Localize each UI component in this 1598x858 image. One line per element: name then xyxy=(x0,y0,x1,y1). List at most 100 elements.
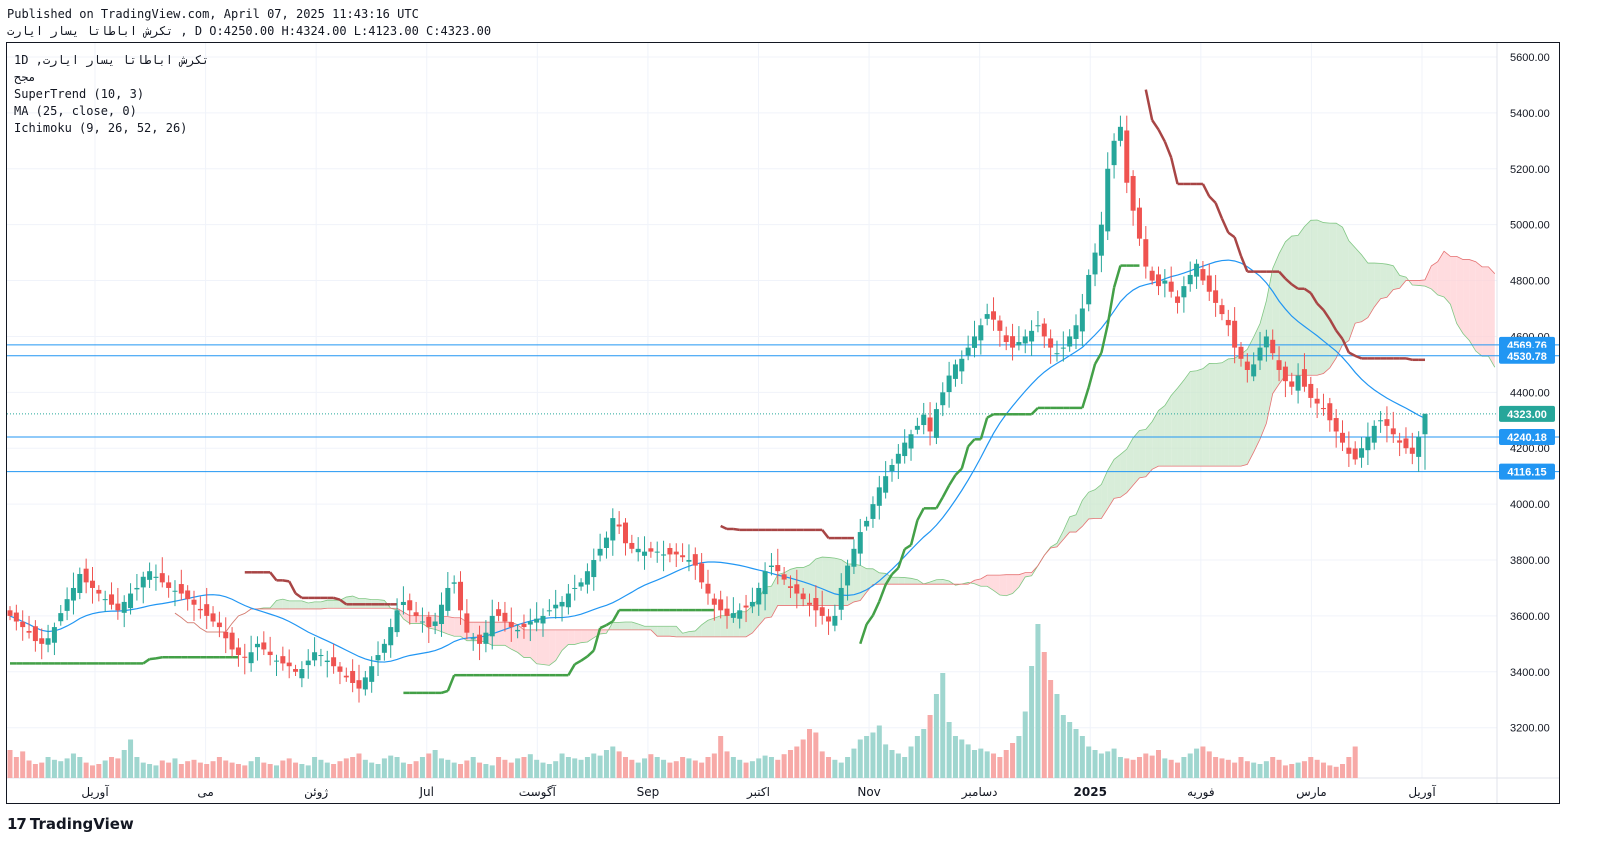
candle-body xyxy=(375,655,381,661)
supertrend-segment xyxy=(282,579,290,583)
candle-body xyxy=(388,627,394,646)
volume-bar xyxy=(121,750,127,778)
volume-bar xyxy=(1041,652,1047,778)
candle-body xyxy=(1238,346,1244,359)
volume-bar xyxy=(578,759,584,778)
candle-body xyxy=(870,504,876,519)
volume-bar xyxy=(597,755,603,778)
candle-body xyxy=(1213,290,1219,303)
supertrend-segment xyxy=(941,484,951,498)
candle-body xyxy=(1105,168,1111,232)
legend-supertrend[interactable]: SuperTrend (10, 3) xyxy=(14,87,145,101)
volume-bar xyxy=(1060,715,1066,778)
volume-bar xyxy=(787,750,793,778)
kumo-segment xyxy=(1285,236,1292,376)
volume-bar xyxy=(483,764,489,778)
candle-body xyxy=(299,669,305,679)
candle-body xyxy=(819,607,825,616)
candle-body xyxy=(331,657,337,667)
kumo-segment xyxy=(625,621,632,630)
volume-bar xyxy=(1181,757,1187,778)
supertrend-segment xyxy=(149,657,157,661)
candle-body xyxy=(591,560,597,578)
candle-body xyxy=(1340,432,1346,443)
volume-bar xyxy=(902,757,908,778)
candle-body xyxy=(470,638,476,640)
volume-bar xyxy=(978,748,984,778)
candle-body xyxy=(1098,224,1104,256)
y-tick-label: 5400.00 xyxy=(1510,108,1550,120)
candle-body xyxy=(661,554,667,556)
candle-body xyxy=(128,593,134,609)
volume-bar xyxy=(1352,746,1358,778)
kumo-segment xyxy=(644,626,651,630)
kumo-segment xyxy=(574,629,582,645)
kumo-segment xyxy=(320,600,328,609)
volume-bar xyxy=(432,750,438,778)
kumo-segment xyxy=(612,622,620,630)
supertrend-segment xyxy=(580,655,589,662)
kumo-segment xyxy=(1183,371,1191,467)
kumo-segment xyxy=(1412,280,1419,286)
candle-body xyxy=(711,598,717,605)
legend-ichimoku[interactable]: Ichimoku (9, 26, 52, 26) xyxy=(14,121,188,135)
volume-bar xyxy=(1194,748,1200,778)
kumo-segment xyxy=(853,564,861,602)
price-label-box xyxy=(1499,463,1555,480)
candle-body xyxy=(534,618,540,623)
candle-body xyxy=(540,615,546,624)
volume-bar xyxy=(496,757,502,778)
volume-bar xyxy=(680,757,686,778)
volume-bar xyxy=(616,751,622,778)
kumo-segment xyxy=(1304,220,1311,376)
supertrend-segment xyxy=(1303,287,1312,295)
kumo-segment xyxy=(803,564,810,606)
candle-body xyxy=(350,670,356,683)
supertrend-segment xyxy=(871,600,881,616)
volume-bar xyxy=(1086,746,1092,778)
volume-bar xyxy=(254,757,260,778)
kumo-segment xyxy=(301,600,309,609)
volume-bar xyxy=(1327,765,1333,778)
kumo-segment xyxy=(1380,263,1387,299)
candle-body xyxy=(305,660,311,666)
candle-body xyxy=(178,584,184,594)
candle-body xyxy=(553,604,559,609)
candle-body xyxy=(845,565,851,586)
candle-body xyxy=(699,563,705,583)
candle-body xyxy=(1155,274,1161,287)
x-tick-label: فوریه xyxy=(1187,785,1215,800)
candle-body xyxy=(781,574,787,580)
volume-bar xyxy=(1251,762,1257,778)
supertrend-segment xyxy=(1169,157,1179,185)
supertrend-segment xyxy=(1316,302,1325,311)
kumo-segment xyxy=(447,616,455,637)
supertrend-segment xyxy=(878,584,887,602)
chart-frame[interactable] xyxy=(6,42,1560,804)
kumo-segment xyxy=(771,574,778,618)
candle-body xyxy=(775,565,781,572)
candle-body xyxy=(737,610,743,619)
volume-bar xyxy=(768,757,774,778)
volume-bar xyxy=(851,748,857,778)
volume-bar xyxy=(318,759,324,778)
kumo-segment xyxy=(993,575,1000,596)
candle-body xyxy=(312,652,318,661)
kumo-segment xyxy=(333,600,340,609)
candle-body xyxy=(185,590,191,600)
y-tick-label: 3200.00 xyxy=(1510,723,1550,735)
legend-ma[interactable]: MA (25, close, 0) xyxy=(14,104,137,118)
candle-body xyxy=(134,587,140,590)
kumo-segment xyxy=(1101,470,1108,519)
candle-body xyxy=(857,532,863,554)
volume-bar xyxy=(718,736,724,778)
volume-bar xyxy=(331,764,337,778)
supertrend-segment xyxy=(1106,287,1116,325)
volume-bar xyxy=(1320,762,1326,778)
volume-bar xyxy=(1124,758,1130,778)
candle-body xyxy=(559,601,565,607)
volume-bar xyxy=(1003,750,1009,778)
volume-bar xyxy=(603,750,609,778)
kumo-segment xyxy=(1272,253,1280,394)
